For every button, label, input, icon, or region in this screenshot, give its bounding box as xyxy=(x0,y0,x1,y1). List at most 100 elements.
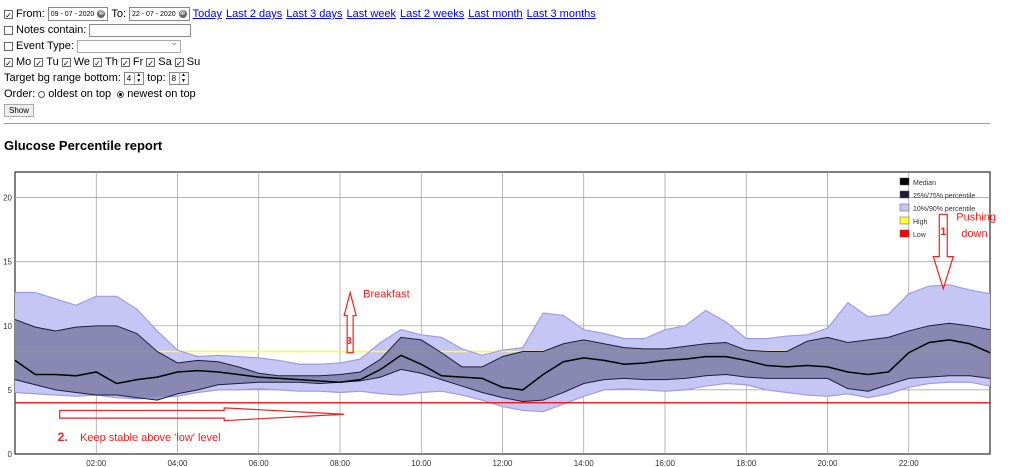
divider xyxy=(4,123,990,124)
glucose-percentile-chart: 02:00 04:00 06:00 08:00 10:00 12:00 14:00 16:00… xyxy=(3,171,996,467)
link-last-2-weeks[interactable]: Last 2 weeks xyxy=(400,8,465,20)
x-tick-label: 10:00 xyxy=(411,459,432,467)
target-bottom-value: 4 xyxy=(126,73,132,83)
chart-axes: 02:00 04:00 06:00 08:00 10:00 12:00 14:00 16:00… xyxy=(3,194,919,467)
notes-row: Notes contain: xyxy=(4,22,600,38)
day-label-su: Su xyxy=(186,56,201,68)
line-p25 xyxy=(14,368,991,402)
target-top-label: top: xyxy=(147,72,166,84)
band-25-75 xyxy=(15,319,990,402)
y-tick-label: 5 xyxy=(8,386,13,395)
annotation-3-number: 3 xyxy=(346,336,352,347)
to-label: To: xyxy=(111,8,127,20)
clear-to-icon[interactable]: ⊗ xyxy=(178,10,187,18)
annotation-1-arrow xyxy=(932,213,955,291)
legend-swatch xyxy=(899,203,910,212)
x-tick-label: 20:00 xyxy=(817,459,838,467)
line-p75 xyxy=(14,318,991,377)
day-checkbox-tu[interactable]: ✓ xyxy=(34,57,44,68)
day-label-fr: Fr xyxy=(132,56,144,68)
order-newest-label: newest on top xyxy=(127,88,196,100)
day-checkbox-fr[interactable]: ✓ xyxy=(120,57,130,68)
chart-lines xyxy=(14,284,991,413)
y-tick-label: 15 xyxy=(3,258,12,267)
target-bottom-input[interactable]: 4 ▲ ▼ xyxy=(123,71,145,85)
target-bottom-label: Target bg range bottom: xyxy=(4,72,121,84)
notes-label: Notes contain: xyxy=(16,24,87,36)
day-label-th: Th xyxy=(105,56,118,68)
bottom-spinner-icon[interactable]: ▲ ▼ xyxy=(134,72,142,84)
date-range-row: ✓ From: 09 - 07 - 2020 ⊗ To: 22 - 07 - 20… xyxy=(4,6,600,22)
target-top-input[interactable]: 8 ▲ ▼ xyxy=(168,71,189,85)
show-button[interactable]: Show xyxy=(4,104,35,117)
notes-input[interactable] xyxy=(89,23,192,37)
to-date-input[interactable]: 22 - 07 - 2020 ⊗ xyxy=(129,7,190,21)
link-last-3-months[interactable]: Last 3 months xyxy=(526,8,596,20)
chart-legend: Median 25%/75% percentile 10%/90% percenti… xyxy=(899,177,975,239)
annotation-3-text: Breakfast xyxy=(363,289,409,301)
annotation-2-text: Keep stable above 'low' level xyxy=(80,432,221,444)
from-date-value: 09 - 07 - 2020 xyxy=(50,10,95,18)
link-last-week[interactable]: Last week xyxy=(346,8,397,20)
from-label: From: xyxy=(16,8,45,20)
chart-bands xyxy=(15,284,990,412)
annotation-1-text-1: Pushing xyxy=(956,212,996,224)
x-tick-label: 16:00 xyxy=(655,459,676,467)
legend-label: Median xyxy=(913,180,936,187)
order-oldest-radio[interactable] xyxy=(38,90,46,98)
annotation-1-number: 1 xyxy=(940,226,946,238)
link-last-month[interactable]: Last month xyxy=(468,8,523,20)
day-label-we: We xyxy=(73,56,91,68)
day-label-mo: Mo xyxy=(16,56,32,68)
x-tick-label: 02:00 xyxy=(86,459,107,467)
order-oldest-label: oldest on top xyxy=(48,88,112,100)
event-type-select[interactable] xyxy=(76,37,181,53)
clear-from-icon[interactable]: ⊗ xyxy=(97,10,106,18)
link-last-3-days[interactable]: Last 3 days xyxy=(286,8,343,20)
annotation-2-number: 2. xyxy=(58,430,68,444)
notes-checkbox[interactable] xyxy=(4,25,13,35)
day-checkbox-mo[interactable]: ✓ xyxy=(4,57,13,68)
legend-swatch xyxy=(899,229,910,238)
order-row: Order: oldest on top newest on top xyxy=(4,86,600,102)
link-today[interactable]: Today xyxy=(192,8,222,20)
x-tick-label: 14:00 xyxy=(574,459,595,467)
top-spinner-icon[interactable]: ▲ ▼ xyxy=(179,72,186,84)
order-label: Order: xyxy=(4,88,36,100)
legend-swatch xyxy=(899,216,910,225)
event-type-row: Event Type: xyxy=(4,37,600,54)
day-checkbox-sa[interactable]: ✓ xyxy=(146,57,156,68)
event-type-label: Event Type: xyxy=(16,40,74,52)
line-p90 xyxy=(15,284,991,365)
x-tick-label: 06:00 xyxy=(249,459,270,467)
legend-swatch xyxy=(899,177,910,186)
show-row: Show xyxy=(4,102,600,117)
order-newest-radio[interactable] xyxy=(117,90,125,98)
target-range-row: Target bg range bottom: 4 ▲ ▼ top: 8 ▲ ▼ xyxy=(4,70,600,86)
event-type-checkbox[interactable] xyxy=(4,41,13,51)
to-date-value: 22 - 07 - 2020 xyxy=(132,10,176,18)
weekday-row: ✓ Mo ✓ Tu ✓ We ✓ Th ✓ Fr ✓ Sa ✓ Su xyxy=(4,54,600,70)
day-checkbox-th[interactable]: ✓ xyxy=(93,57,103,68)
line-p10 xyxy=(14,381,991,413)
x-tick-label: 12:00 xyxy=(492,459,513,467)
report-title: Glucose Percentile report xyxy=(4,138,163,153)
link-last-2-days[interactable]: Last 2 days xyxy=(225,8,283,20)
day-checkbox-su[interactable]: ✓ xyxy=(174,57,184,68)
y-tick-label: 10 xyxy=(3,322,12,331)
legend-label: High xyxy=(913,219,928,226)
x-tick-label: 22:00 xyxy=(899,459,920,467)
date-range-checkbox[interactable]: ✓ xyxy=(4,9,13,20)
day-checkbox-we[interactable]: ✓ xyxy=(61,57,71,68)
filter-form: ✓ From: 09 - 07 - 2020 ⊗ To: 22 - 07 - 20… xyxy=(4,6,600,117)
x-tick-label: 04:00 xyxy=(167,459,188,467)
legend-swatch xyxy=(899,190,910,199)
day-label-tu: Tu xyxy=(46,56,59,68)
line-median xyxy=(14,339,991,391)
annotation-3-arrow xyxy=(343,290,357,354)
x-tick-label: 18:00 xyxy=(736,459,757,467)
y-tick-label: 20 xyxy=(3,194,12,203)
from-date-input[interactable]: 09 - 07 - 2020 ⊗ xyxy=(47,7,109,21)
chart-annotations: 1 Pushing down 3 Breakfast 2. Keep stable abov… xyxy=(58,212,996,444)
day-label-sa: Sa xyxy=(158,56,172,68)
